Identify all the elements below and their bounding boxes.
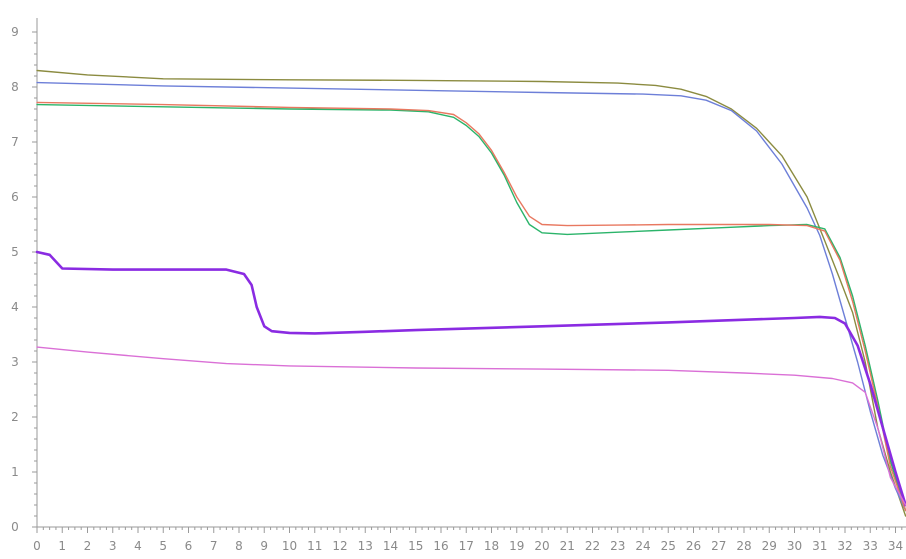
x-tick-label-32: 32 xyxy=(837,539,852,553)
series-line-6 xyxy=(36,346,906,506)
x-tick-label-19: 19 xyxy=(509,539,524,553)
x-tick-label-10: 10 xyxy=(282,539,297,553)
x-tick-label-0: 0 xyxy=(33,539,41,553)
x-tick-label-26: 26 xyxy=(686,539,701,553)
x-tick-label-25: 25 xyxy=(661,539,676,553)
x-tick-label-27: 27 xyxy=(711,539,726,553)
series-line-4 xyxy=(36,101,906,512)
y-tick-label-6: 6 xyxy=(11,190,19,204)
y-tick-label-8: 8 xyxy=(11,80,19,94)
series-line-2 xyxy=(36,81,906,512)
x-tick-label-1: 1 xyxy=(58,539,66,553)
x-tick-label-5: 5 xyxy=(159,539,167,553)
y-tick-label-1: 1 xyxy=(11,465,19,479)
x-tick-label-13: 13 xyxy=(358,539,373,553)
series-line-1 xyxy=(36,69,906,517)
x-tick-label-21: 21 xyxy=(560,539,575,553)
y-tick-label-9: 9 xyxy=(11,25,19,39)
x-tick-label-17: 17 xyxy=(459,539,474,553)
series-line-5 xyxy=(35,250,906,507)
x-tick-label-16: 16 xyxy=(433,539,448,553)
y-tick-label-3: 3 xyxy=(11,355,19,369)
x-tick-label-12: 12 xyxy=(332,539,347,553)
y-tick-label-0: 0 xyxy=(11,520,19,534)
x-tick-label-34: 34 xyxy=(888,539,903,553)
x-tick-label-22: 22 xyxy=(585,539,600,553)
x-tick-label-2: 2 xyxy=(84,539,92,553)
x-tick-label-7: 7 xyxy=(210,539,218,553)
x-tick-label-28: 28 xyxy=(736,539,751,553)
x-tick-label-6: 6 xyxy=(185,539,193,553)
series-line-3 xyxy=(36,103,906,512)
x-tick-label-31: 31 xyxy=(812,539,827,553)
x-tick-label-4: 4 xyxy=(134,539,142,553)
x-tick-label-11: 11 xyxy=(307,539,322,553)
x-tick-label-23: 23 xyxy=(610,539,625,553)
x-tick-label-20: 20 xyxy=(534,539,549,553)
y-tick-label-2: 2 xyxy=(11,410,19,424)
x-tick-label-15: 15 xyxy=(408,539,423,553)
y-tick-label-5: 5 xyxy=(11,245,19,259)
y-tick-label-7: 7 xyxy=(11,135,19,149)
x-tick-label-18: 18 xyxy=(484,539,499,553)
x-tick-label-3: 3 xyxy=(109,539,117,553)
x-tick-label-29: 29 xyxy=(762,539,777,553)
x-tick-label-30: 30 xyxy=(787,539,802,553)
x-tick-label-24: 24 xyxy=(635,539,650,553)
x-tick-label-33: 33 xyxy=(863,539,878,553)
x-tick-label-8: 8 xyxy=(235,539,243,553)
x-tick-label-9: 9 xyxy=(260,539,268,553)
x-tick-label-14: 14 xyxy=(383,539,398,553)
y-tick-label-4: 4 xyxy=(11,300,19,314)
